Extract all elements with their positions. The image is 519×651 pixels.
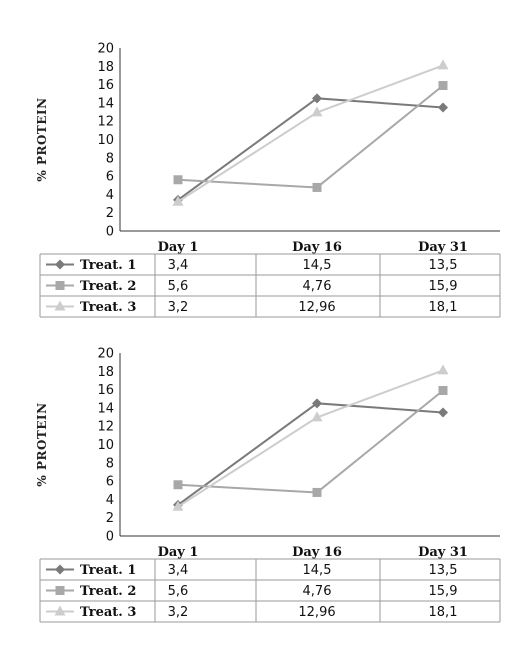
category-label: Day 16	[292, 240, 342, 255]
y-axis-label: % PROTEIN	[35, 97, 49, 181]
y-tick-label: 4	[106, 188, 114, 203]
data-table-cell: 14,5	[303, 258, 332, 273]
y-tick-label: 12	[97, 115, 114, 130]
data-table-cell: 13,5	[429, 258, 458, 273]
diamond-marker	[438, 102, 448, 113]
triangle-marker	[54, 300, 66, 311]
data-table-cell: 3,2	[168, 300, 189, 315]
triangle-marker	[54, 605, 66, 616]
y-tick-label: 8	[106, 151, 114, 166]
series-line-2	[177, 389, 444, 494]
y-tick-label: 10	[97, 133, 114, 148]
square-marker	[438, 81, 448, 91]
diamond-marker	[438, 407, 448, 418]
data-table-cell: 3,4	[168, 258, 189, 273]
square-marker	[312, 182, 322, 192]
diamond-marker	[312, 398, 322, 409]
data-table-cell: 18,1	[429, 605, 458, 620]
legend-series-name: Treat. 1	[80, 258, 136, 273]
legend-series-name: Treat. 3	[80, 605, 136, 620]
y-tick-label: 2	[106, 511, 114, 526]
category-label: Day 31	[418, 240, 468, 255]
square-marker	[55, 586, 65, 595]
diamond-marker	[312, 93, 322, 104]
square-marker	[55, 281, 65, 290]
data-table-cell: 3,4	[168, 563, 189, 578]
y-axis-label: % PROTEIN	[35, 402, 49, 486]
chart-panel-2: % PROTEIN 0 2 4 6 8 10 12 14 16 18 20 Day 1 Day 16 Day…	[35, 347, 501, 623]
y-tick-label: 6	[106, 170, 114, 185]
triangle-marker	[311, 411, 323, 422]
triangle-marker	[437, 59, 449, 70]
data-table-cell: 4,76	[303, 279, 332, 294]
triangle-marker	[311, 106, 323, 117]
category-label: Day 1	[158, 240, 199, 255]
y-tick-label: 12	[97, 420, 114, 435]
data-table-cell: 15,9	[429, 584, 458, 599]
legend-series-name: Treat. 3	[80, 300, 136, 315]
triangle-marker	[172, 195, 184, 206]
data-table-cell: 12,96	[298, 605, 335, 620]
data-table-cell: 13,5	[429, 563, 458, 578]
series-line-1	[177, 97, 444, 201]
data-table-cell: 5,6	[168, 279, 189, 294]
chart-panel-1: % PROTEIN 0 2 4 6 8 10 12 14 16 18 20 Day 1 Day 16 Day…	[35, 42, 501, 318]
y-tick-label: 14	[97, 401, 114, 416]
data-table-cell: 14,5	[303, 563, 332, 578]
diamond-marker	[55, 564, 65, 575]
category-label: Day 1	[158, 545, 199, 560]
square-marker	[173, 175, 183, 185]
y-tick-label: 4	[106, 493, 114, 508]
y-tick-label: 0	[106, 225, 114, 240]
legend-series-name: Treat. 1	[80, 563, 136, 578]
category-label: Day 16	[292, 545, 342, 560]
data-table-cell: 4,76	[303, 584, 332, 599]
data-table-cell: 15,9	[429, 279, 458, 294]
data-table-cell: 5,6	[168, 584, 189, 599]
square-marker	[438, 386, 448, 396]
square-marker	[173, 480, 183, 490]
square-marker	[312, 487, 322, 497]
y-tick-label: 16	[97, 383, 114, 398]
triangle-marker	[172, 500, 184, 511]
y-tick-label: 18	[97, 365, 114, 380]
y-tick-label: 10	[97, 438, 114, 453]
series-line-2	[177, 84, 444, 189]
y-tick-label: 18	[97, 60, 114, 75]
triangle-marker	[437, 364, 449, 375]
data-table-cell: 3,2	[168, 605, 189, 620]
y-tick-label: 2	[106, 206, 114, 221]
legend-series-name: Treat. 2	[80, 584, 136, 599]
data-table-cell: 18,1	[429, 300, 458, 315]
diamond-marker	[55, 259, 65, 270]
legend-series-name: Treat. 2	[80, 279, 136, 294]
y-tick-label: 8	[106, 456, 114, 471]
data-table-cell: 12,96	[298, 300, 335, 315]
y-tick-label: 6	[106, 475, 114, 490]
y-tick-label: 0	[106, 530, 114, 545]
y-tick-label: 20	[97, 347, 114, 362]
series-line-1	[177, 402, 444, 506]
y-tick-label: 14	[97, 96, 114, 111]
y-tick-label: 20	[97, 42, 114, 57]
y-tick-label: 16	[97, 78, 114, 93]
category-label: Day 31	[418, 545, 468, 560]
